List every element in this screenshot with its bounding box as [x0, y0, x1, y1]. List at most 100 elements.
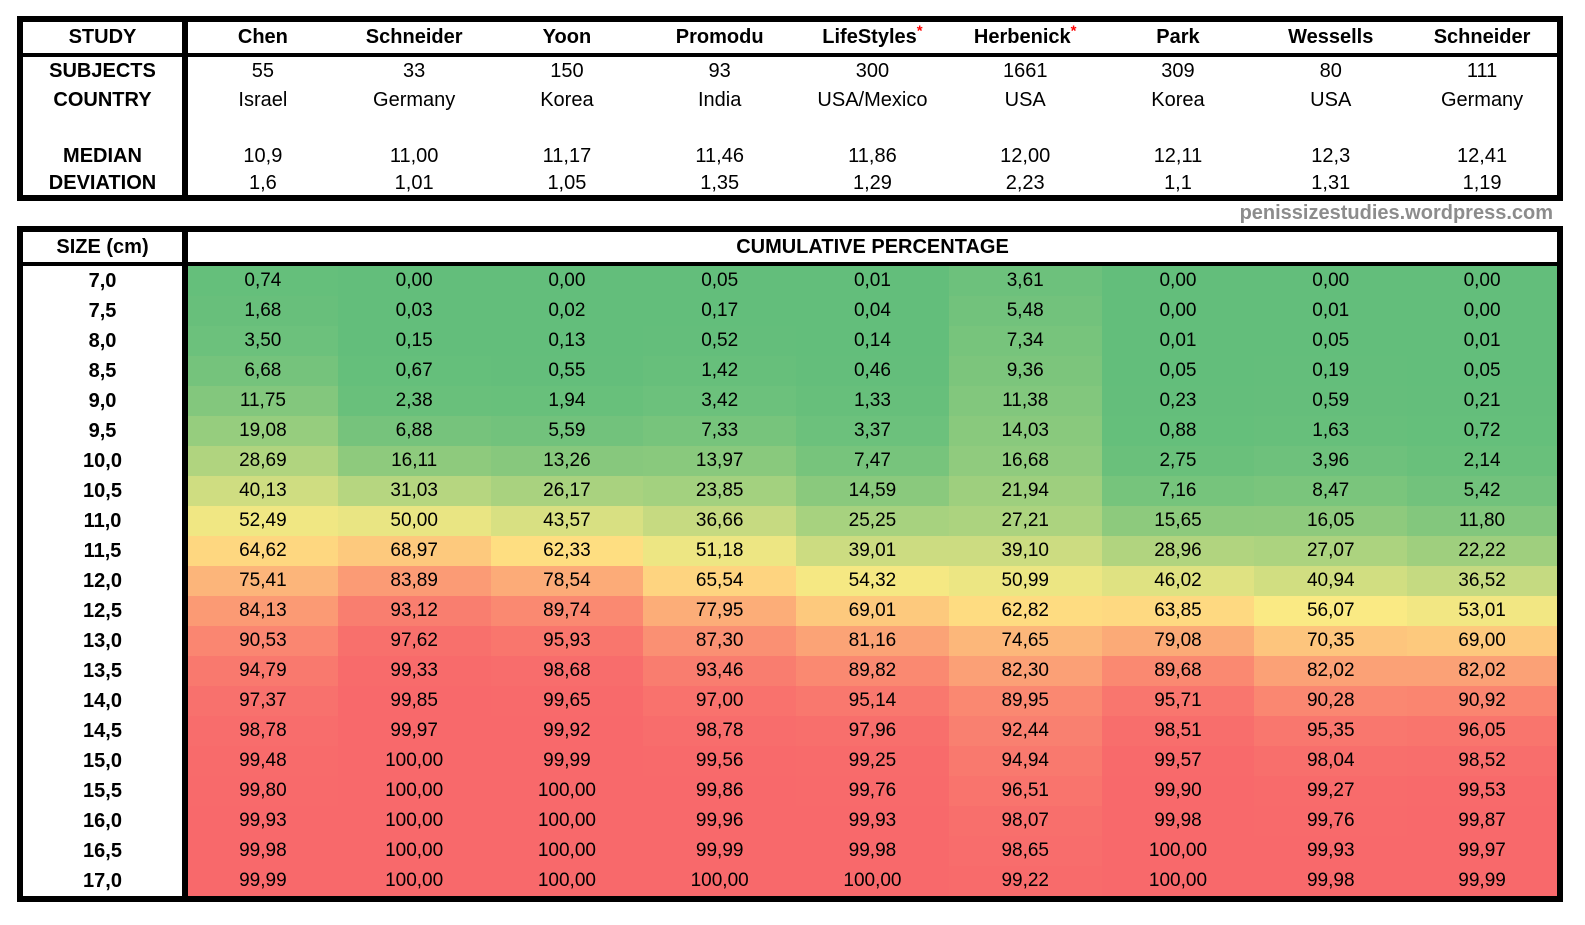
heatmap-cell: 97,96: [796, 716, 949, 746]
studies-table-row: MEDIAN 10,9 11,00 11,17 11,46 11,86 12,00 12,11…: [20, 141, 1560, 171]
heatmap-cell: 99,90: [1101, 776, 1255, 806]
heatmap-cell: 99,56: [643, 746, 797, 776]
heatmap-cell: 0,17: [643, 296, 797, 326]
heatmap-cell: 3,61: [948, 264, 1102, 296]
heatmap-cell: 82,02: [1407, 656, 1560, 686]
heatmap-row: 17,0 99,99 100,00 100,00 100,00 100,00 99,22 10…: [20, 866, 1560, 899]
study-deviation: 1,01: [394, 171, 434, 194]
size-label: 9,5: [20, 416, 188, 446]
studies-corner-header: STUDY: [20, 19, 188, 57]
size-label: 12,5: [20, 596, 188, 626]
heatmap-cell: 0,00: [1101, 264, 1255, 296]
heatmap-cell: 0,15: [337, 326, 491, 356]
study-median: 11,86: [848, 144, 897, 167]
heatmap-row: 8,0 3,50 0,15 0,13 0,52 0,14 7,34 0,01 0,05 0,01: [20, 326, 1560, 356]
gap-cell: [1407, 116, 1560, 141]
heatmap-cell: 0,01: [1101, 326, 1255, 356]
heatmap-cell: 99,25: [796, 746, 949, 776]
heatmap-cell: 1,94: [490, 386, 644, 416]
study-deviation: 1,29: [852, 171, 892, 194]
heatmap-cell: 27,21: [948, 506, 1102, 536]
heatmap-cell: 21,94: [948, 476, 1102, 506]
heatmap-cell: 0,55: [490, 356, 644, 386]
studies-table-row: [20, 116, 1560, 141]
heatmap-cell: 0,74: [185, 264, 338, 296]
heatmap-cell: 51,18: [643, 536, 797, 566]
heatmap-cell: 36,66: [643, 506, 797, 536]
heatmap-row: 8,5 6,68 0,67 0,55 1,42 0,46 9,36 0,05 0,19 0,05: [20, 356, 1560, 386]
heatmap-cell: 40,94: [1254, 566, 1408, 596]
heatmap-cell: 100,00: [337, 836, 491, 866]
heatmap-cell: 16,11: [337, 446, 491, 476]
size-label: 17,0: [20, 866, 188, 899]
heatmap-cell: 53,01: [1407, 596, 1560, 626]
heatmap-cell: 63,85: [1101, 596, 1255, 626]
content-wrap: STUDY Chen Schneider Yoon Promodu LifeStyles…: [17, 16, 1563, 902]
heatmap-cell: 50,99: [948, 566, 1102, 596]
cumulative-percentage-table: SIZE (cm) CUMULATIVE PERCENTAGE 7,0 0,74 0…: [17, 226, 1563, 902]
study-subjects: 33: [403, 59, 426, 82]
size-label: 13,5: [20, 656, 188, 686]
size-label: 7,5: [20, 296, 188, 326]
heatmap-row: 7,5 1,68 0,03 0,02 0,17 0,04 5,48 0,00 0,01 0,00: [20, 296, 1560, 326]
heatmap-cell: 1,63: [1254, 416, 1408, 446]
heatmap-cell: 97,37: [185, 686, 338, 716]
heatmap-cell: 13,97: [643, 446, 797, 476]
heatmap-cell: 43,57: [490, 506, 644, 536]
size-label: 13,0: [20, 626, 188, 656]
heatmap-cell: 39,01: [796, 536, 949, 566]
studies-table-body: STUDY Chen Schneider Yoon Promodu LifeStyles…: [20, 19, 1560, 198]
study-country: Germany: [373, 89, 456, 111]
heatmap-cell: 100,00: [1101, 866, 1255, 899]
heatmap-row: 16,0 99,93 100,00 100,00 99,96 99,93 98,07 99,9…: [20, 806, 1560, 836]
heatmap-cell: 0,13: [490, 326, 644, 356]
study-name: Schneider: [1407, 19, 1560, 57]
heatmap-cell: 0,59: [1254, 386, 1408, 416]
heatmap-cell: 5,42: [1407, 476, 1560, 506]
heatmap-cell: 62,33: [490, 536, 644, 566]
heatmap-cell: 99,53: [1407, 776, 1560, 806]
study-subjects: 55: [251, 59, 274, 82]
size-label: 15,5: [20, 776, 188, 806]
heatmap-cell: 0,00: [1101, 296, 1255, 326]
heatmap-cell: 1,42: [643, 356, 797, 386]
heatmap-cell: 96,05: [1407, 716, 1560, 746]
study-deviation: 1,05: [547, 171, 587, 194]
heatmap-cell: 90,28: [1254, 686, 1408, 716]
asterisk-marker: *: [916, 22, 923, 40]
heatmap-cell: 0,72: [1407, 416, 1560, 446]
heatmap-row: 11,5 64,62 68,97 62,33 51,18 39,01 39,10 28,96 2…: [20, 536, 1560, 566]
heatmap-cell: 8,47: [1254, 476, 1408, 506]
heatmap-cell: 99,86: [643, 776, 797, 806]
heatmap-row: 7,0 0,74 0,00 0,00 0,05 0,01 3,61 0,00 0,00 0,00: [20, 264, 1560, 296]
heatmap-cell: 89,82: [796, 656, 949, 686]
cumulative-percentage-header: CUMULATIVE PERCENTAGE: [185, 229, 1560, 266]
study-name: Wessells: [1254, 19, 1408, 57]
study-deviation: 1,31: [1311, 171, 1351, 194]
heatmap-cell: 93,46: [643, 656, 797, 686]
study-name: Promodu: [643, 19, 797, 57]
heatmap-cell: 0,05: [1101, 356, 1255, 386]
heatmap-cell: 99,65: [490, 686, 644, 716]
heatmap-cell: 89,95: [948, 686, 1102, 716]
size-corner-header: SIZE (cm): [20, 229, 188, 266]
heatmap-cell: 5,48: [948, 296, 1102, 326]
heatmap-cell: 52,49: [185, 506, 338, 536]
heatmap-cell: 31,03: [337, 476, 491, 506]
heatmap-cell: 77,95: [643, 596, 797, 626]
heatmap-cell: 0,00: [337, 264, 491, 296]
heatmap-cell: 0,00: [1407, 296, 1560, 326]
heatmap-cell: 82,02: [1254, 656, 1408, 686]
watermark-text: penissizestudies.wordpress.com: [1239, 202, 1553, 224]
row-label: MEDIAN: [20, 141, 188, 171]
study-median: 12,3: [1311, 144, 1351, 167]
heatmap-cell: 0,05: [643, 264, 797, 296]
size-label: 8,5: [20, 356, 188, 386]
heatmap-cell: 87,30: [643, 626, 797, 656]
heatmap-cell: 46,02: [1101, 566, 1255, 596]
study-deviation: 2,23: [1005, 171, 1045, 194]
heatmap-cell: 15,65: [1101, 506, 1255, 536]
heatmap-cell: 0,03: [337, 296, 491, 326]
heatmap-cell: 3,50: [185, 326, 338, 356]
